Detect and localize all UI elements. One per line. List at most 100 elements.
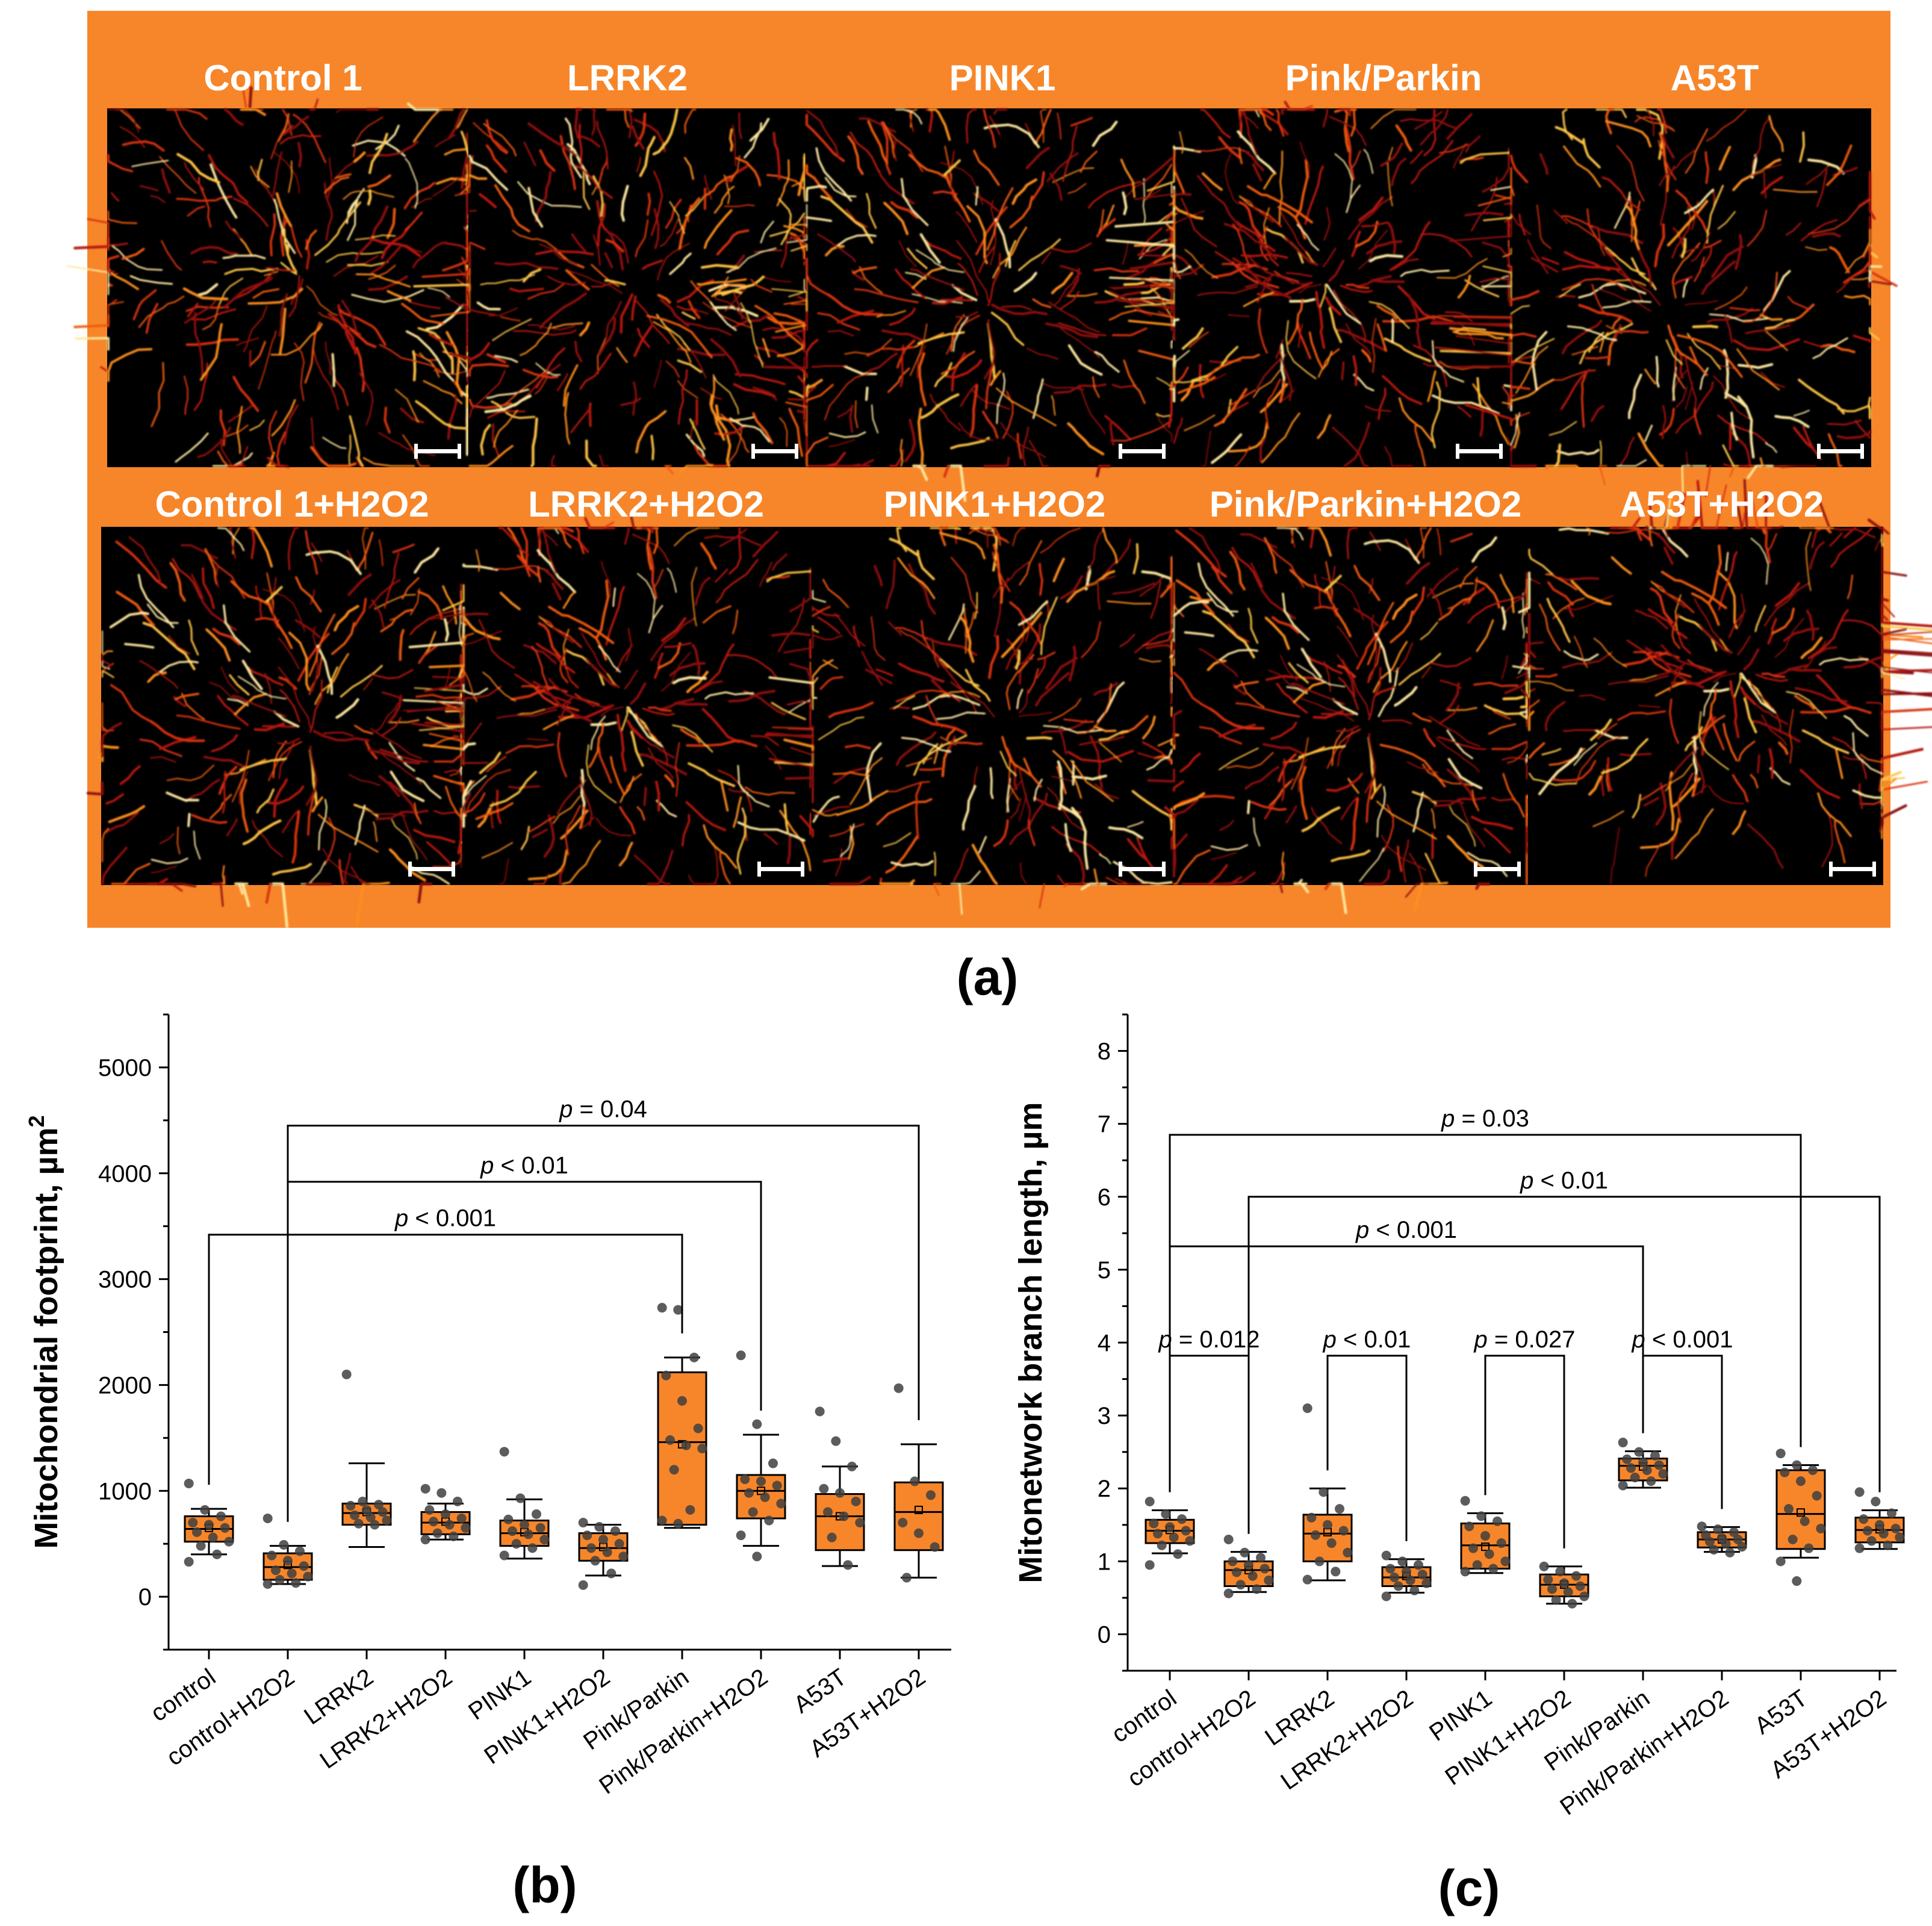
data-point [736,1530,746,1541]
y-tick-label: 3000 [98,1267,152,1293]
p-symbol: p [1474,1326,1488,1353]
y-tick-label: 6 [1098,1184,1111,1211]
bracket-line [1326,1355,1408,1541]
p-value-text: < 0.01 [494,1152,568,1179]
data-point [1551,1595,1561,1605]
data-point [1575,1581,1585,1591]
y-axis-label-superscript: 2 [24,1115,49,1127]
data-point [1460,1496,1470,1506]
mean-marker [757,1486,765,1496]
data-point [1863,1526,1872,1536]
mean-marker [915,1505,923,1514]
data-point [279,1539,289,1550]
data-point [1626,1463,1636,1473]
data-point [1405,1575,1415,1585]
scale-bar [1119,444,1166,459]
data-point [898,1518,908,1527]
y-tick-label: 7 [1098,1111,1111,1138]
panel-b-label: (b) [512,1857,577,1913]
data-point [618,1552,629,1562]
p-value-text: < 0.01 [1337,1326,1411,1353]
data-point [1314,1556,1325,1567]
p-value-text: < 0.01 [1533,1167,1607,1194]
data-point [1157,1540,1167,1550]
data-point [1260,1564,1270,1574]
data-point [1496,1538,1506,1549]
data-point [847,1461,857,1471]
data-point [657,1515,667,1526]
category-label: LRRK2+H2O2 [315,1664,458,1774]
data-point [582,1530,592,1541]
data-point [736,1350,746,1361]
data-point [362,1505,371,1515]
data-point [1326,1538,1337,1549]
data-point [1859,1514,1869,1524]
data-point [685,1505,695,1515]
data-point [1223,1535,1234,1544]
data-point [1709,1544,1719,1555]
data-point [216,1511,226,1521]
data-point [520,1520,529,1530]
data-point [1646,1476,1656,1486]
data-point [291,1578,301,1588]
row2-image-2 [403,516,856,886]
scale-bar [414,444,461,459]
data-point [1165,1522,1175,1532]
data-point [606,1568,617,1579]
data-point [1488,1564,1499,1574]
significance-bracket: p < 0.001 [208,1205,683,1485]
category-label: A53T [789,1664,852,1718]
data-point [1697,1521,1707,1532]
p-value-label: p < 0.001 [1632,1326,1733,1353]
data-point [299,1561,309,1571]
data-point [1883,1540,1893,1550]
data-point [748,1507,758,1517]
data-point [598,1535,608,1545]
data-point [370,1520,380,1530]
bracket-line [1642,1355,1723,1509]
p-symbol: p [1520,1167,1533,1194]
data-point [1500,1556,1511,1567]
data-point [661,1370,671,1381]
data-point [1306,1512,1317,1523]
data-point [590,1556,600,1566]
data-point [1721,1539,1731,1549]
data-point [681,1440,691,1450]
micrograph-row-1 [66,86,1898,502]
data-point [1654,1460,1664,1470]
y-tick-label: 4 [1098,1330,1111,1356]
data-point [1854,1487,1865,1497]
data-point [851,1496,861,1506]
data-point [1181,1526,1191,1536]
data-point [1634,1447,1644,1457]
panel-c-label: (c) [1438,1860,1500,1916]
data-point [614,1539,624,1549]
data-point [776,1499,786,1509]
data-point [1775,1449,1786,1459]
data-point [1812,1491,1822,1501]
data-point [1737,1542,1747,1552]
data-point [1725,1547,1735,1558]
data-point [1547,1584,1557,1594]
data-point [262,1513,273,1523]
data-point [1567,1598,1577,1609]
p-symbol: p [1323,1326,1337,1353]
mitochondria-strands [1430,108,1898,497]
scale-bar [1456,444,1503,459]
scale-bar [1474,862,1521,877]
data-point [1319,1487,1329,1497]
data-point [819,1483,829,1494]
data-point [1878,1529,1889,1539]
data-point [1161,1509,1171,1519]
micrograph-title: LRRK2 [567,58,688,98]
data-point [350,1510,359,1520]
data-point [1460,1567,1470,1577]
p-value-label: p < 0.01 [480,1152,568,1179]
data-point [1563,1587,1573,1597]
data-point [1185,1536,1195,1546]
y-axis-label: Mitonetwork branch length, µm [1013,1102,1049,1583]
data-point [602,1547,612,1558]
data-point [1402,1567,1411,1577]
mitochondria-strands [66,86,531,468]
data-point [1555,1567,1565,1577]
